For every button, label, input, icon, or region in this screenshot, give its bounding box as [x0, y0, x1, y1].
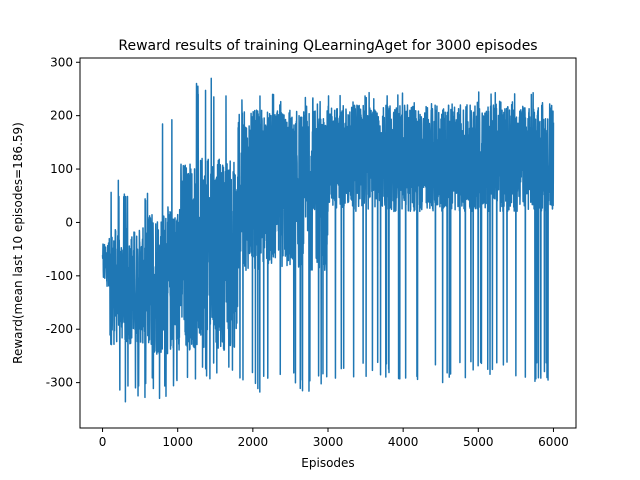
x-tick-label: 0 — [99, 435, 107, 449]
x-tick-label: 5000 — [463, 435, 494, 449]
y-axis: -300 -200 -100 0 100 200 300 — [46, 55, 80, 390]
y-tick-label: 0 — [65, 215, 73, 229]
y-tick-label: 100 — [50, 162, 73, 176]
plot-area — [101, 77, 555, 403]
x-tick-label: 1000 — [162, 435, 193, 449]
chart-title: Reward results of training QLearningAget… — [118, 38, 537, 54]
x-tick-label: 4000 — [388, 435, 419, 449]
y-tick-label: -200 — [46, 322, 73, 336]
x-tick-label: 3000 — [313, 435, 344, 449]
y-tick-label: 300 — [50, 55, 73, 69]
x-tick-label: 6000 — [538, 435, 569, 449]
y-tick-label: -300 — [46, 376, 73, 390]
x-tick-label: 2000 — [238, 435, 269, 449]
y-tick-label: -100 — [46, 269, 73, 283]
x-axis: 0 1000 2000 3000 4000 5000 6000 — [99, 428, 569, 449]
reward-series-line — [101, 77, 555, 403]
x-axis-label: Episodes — [301, 456, 354, 470]
y-axis-label: Reward(mean last 10 episodes=186.59) — [11, 122, 25, 364]
y-tick-label: 200 — [50, 109, 73, 123]
